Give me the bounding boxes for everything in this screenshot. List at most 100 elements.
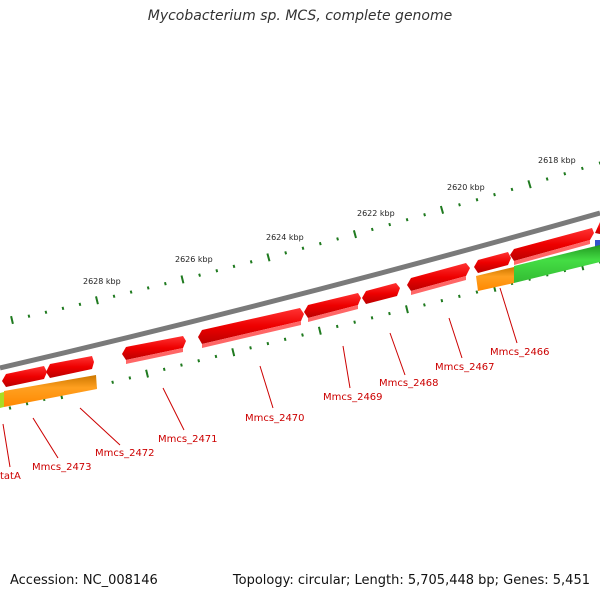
- major-tick: [145, 369, 149, 378]
- gene-label-mmcs-2472: Mmcs_2472: [95, 448, 155, 459]
- minor-tick: [197, 359, 201, 363]
- minor-tick: [545, 177, 549, 181]
- kbp-label-2622: 2622 kbp: [357, 209, 395, 218]
- gene-label-mmcs-2466: Mmcs_2466: [490, 347, 550, 358]
- minor-tick: [78, 302, 82, 307]
- minor-tick: [370, 227, 374, 232]
- leader-line: [79, 407, 121, 446]
- gene-arrow: [474, 252, 511, 273]
- minor-tick: [423, 213, 426, 217]
- major-tick: [10, 315, 14, 325]
- minor-tick: [128, 376, 132, 380]
- kbp-label-2624: 2624 kbp: [266, 233, 304, 242]
- gene-label-mmcs-2467: Mmcs_2467: [435, 362, 495, 373]
- minor-tick: [214, 354, 218, 359]
- gene-label-tata: tatA: [0, 471, 21, 482]
- leader-line: [2, 423, 11, 468]
- minor-tick: [318, 241, 322, 246]
- major-tick: [352, 230, 357, 239]
- minor-tick: [111, 380, 114, 384]
- kbp-label-2618: 2618 kbp: [538, 156, 576, 165]
- kbp-label-2620: 2620 kbp: [447, 183, 485, 192]
- gene-arrow: [407, 263, 470, 291]
- gene-block: [4, 375, 97, 407]
- minor-tick: [580, 166, 584, 171]
- minor-tick: [510, 187, 514, 192]
- leader-line: [342, 345, 351, 389]
- outer-tick-track: [10, 161, 600, 325]
- minor-tick: [284, 251, 288, 255]
- minor-tick: [283, 337, 287, 342]
- minor-tick: [563, 172, 567, 176]
- minor-tick: [198, 273, 201, 277]
- gene-label-mmcs-2468: Mmcs_2468: [379, 378, 439, 389]
- minor-tick: [353, 320, 356, 324]
- minor-tick: [405, 218, 409, 222]
- leader-line: [448, 317, 463, 359]
- gene-arrow: [2, 366, 47, 387]
- minor-tick: [27, 314, 31, 318]
- minor-tick: [266, 341, 270, 346]
- gene-label-mmcs-2469: Mmcs_2469: [323, 392, 383, 403]
- minor-tick: [388, 311, 391, 316]
- minor-tick: [44, 310, 48, 314]
- accession-label: Accession: NC_008146: [10, 573, 158, 588]
- gene-block: [0, 392, 4, 408]
- topology-label: Topology: circular; Length: 5,705,448 bp…: [232, 573, 590, 588]
- minor-tick: [388, 222, 392, 227]
- minor-tick: [249, 346, 252, 350]
- minor-tick: [146, 286, 150, 290]
- gene-block: [476, 267, 514, 291]
- minor-tick: [301, 333, 304, 337]
- minor-tick: [336, 237, 339, 241]
- gene-arrow: [198, 308, 304, 344]
- leader-line: [389, 332, 406, 376]
- kbp-label-2626: 2626 kbp: [175, 255, 213, 264]
- gene-arrow: [202, 321, 301, 348]
- map-title: Mycobacterium sp. MCS, complete genome: [147, 8, 453, 24]
- minor-tick: [112, 294, 116, 298]
- major-tick: [527, 180, 532, 189]
- minor-tick: [475, 198, 479, 202]
- leader-line: [259, 365, 274, 409]
- minor-tick: [8, 406, 12, 410]
- gene-arrow: [126, 348, 183, 364]
- minor-tick: [458, 203, 461, 207]
- gene-arrow: [595, 222, 600, 234]
- minor-tick: [162, 367, 166, 372]
- gene-label-mmcs-2470: Mmcs_2470: [245, 413, 305, 424]
- genome-backbone: [0, 210, 600, 371]
- minor-tick: [232, 264, 236, 269]
- minor-tick: [61, 306, 65, 311]
- major-tick: [180, 275, 185, 284]
- minor-tick: [164, 281, 167, 286]
- leader-line: [499, 287, 518, 344]
- minor-tick: [25, 402, 29, 406]
- minor-tick: [493, 192, 496, 197]
- major-tick: [95, 296, 99, 305]
- minor-tick: [215, 269, 219, 273]
- major-tick: [317, 326, 322, 335]
- kbp-label-2628: 2628 kbp: [83, 277, 121, 286]
- minor-tick: [301, 246, 305, 250]
- gene-label-mmcs-2471: Mmcs_2471: [158, 434, 218, 445]
- minor-tick: [335, 324, 339, 329]
- major-tick: [439, 205, 445, 214]
- major-tick: [266, 253, 271, 262]
- minor-tick: [180, 363, 183, 367]
- minor-tick: [129, 290, 133, 294]
- minor-tick: [475, 290, 479, 294]
- gene-arrow: [304, 293, 361, 318]
- gene-arrow: [411, 276, 466, 295]
- minor-tick: [440, 298, 444, 303]
- gene-arrow: [362, 283, 400, 304]
- minor-tick: [458, 294, 461, 299]
- minor-tick: [423, 303, 426, 307]
- gene-arrow: [510, 228, 594, 261]
- gene-label-mmcs-2473: Mmcs_2473: [32, 462, 92, 473]
- major-tick: [231, 348, 236, 357]
- major-tick: [405, 305, 409, 314]
- gene-arrow: [514, 240, 590, 265]
- minor-tick: [249, 260, 253, 264]
